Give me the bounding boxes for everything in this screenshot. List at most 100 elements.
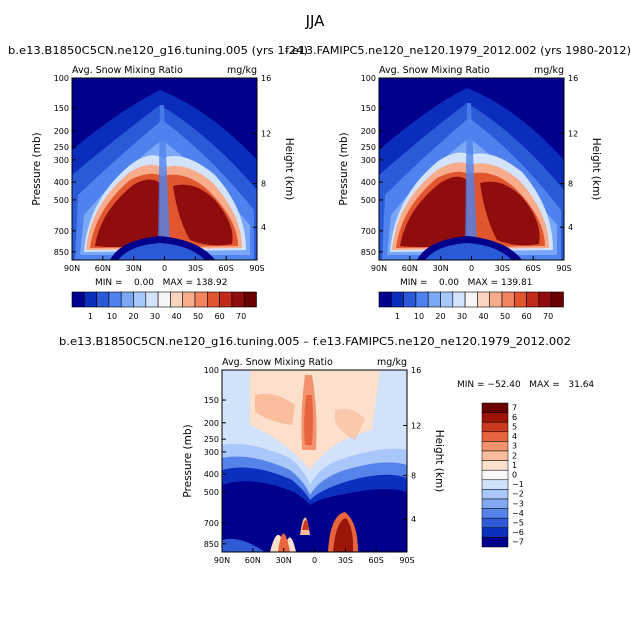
xtick-label: 60N [402,264,418,273]
ytick-label: 250 [361,143,376,152]
colorbar-label: 10 [414,312,424,321]
panel-model-stats: MIN = 0.00 MAX = 138.92 [95,278,227,288]
colorbar-label: 1 [88,312,93,321]
xtick-label: 90N [371,264,387,273]
colorbar-label: 5 [512,423,517,432]
colorbar-swatch [182,291,196,308]
colorbar-swatch [481,498,509,509]
panel-diff-title: b.e13.B1850C5CN.ne120_g16.tuning.005 – f… [59,335,571,348]
colorbar-swatch [481,479,509,490]
colorbar-label: 30 [457,312,467,321]
xtick-label: 90N [214,556,230,565]
xtick-label: 0 [469,264,474,273]
colorbar-swatch [378,291,392,308]
colorbar-swatch [481,537,509,548]
panel-model-ylabel: Pressure (mb) [31,132,43,205]
y2tick-label: 12 [568,130,578,139]
colorbar-swatch [219,291,233,308]
panel-model-contour-field [72,78,257,260]
ytick-label: 300 [54,156,69,165]
colorbar-swatch [481,469,509,481]
colorbar-swatch [481,517,509,529]
colorbar-swatch [415,291,429,308]
colorbar-label: 4 [512,432,517,441]
ytick-label: 100 [361,74,376,83]
y2tick-label: 8 [568,180,573,189]
ytick-label: 150 [54,104,69,113]
colorbar-swatch [71,291,85,308]
colorbar-swatch [477,291,490,308]
colorbar-swatch [133,291,147,308]
colorbar-swatch [84,291,97,308]
colorbar-swatch [481,402,509,413]
xtick-label: 60N [245,556,261,565]
y2tick-label: 16 [261,74,271,83]
colorbar-label: −7 [512,538,524,547]
panel-obs-colorbar: 1 10 20 30 40 50 60 70 [378,291,564,321]
colorbar-swatch [157,291,171,308]
panel-diff-ylabel: Pressure (mb) [182,424,194,497]
colorbar-label: 70 [543,312,553,321]
y2tick-label: 4 [411,515,416,524]
colorbar-swatch [108,291,122,308]
colorbar-label: 2 [512,451,517,460]
colorbar-swatch [481,441,509,452]
colorbar-label: 20 [435,312,445,321]
ytick-label: 250 [204,435,219,444]
colorbar-swatch [550,291,564,308]
xtick-label: 90S [556,264,571,273]
colorbar-swatch [481,489,509,500]
colorbar-swatch [501,291,515,308]
panel-obs-title: f.e13.FAMIPC5.ne120_ne120.1979_2012.002 … [285,44,631,57]
panel-diff-stats: MIN = −52.40 MAX = 31.64 [457,380,594,390]
xtick-label: 30S [338,556,353,565]
ytick-label: 700 [54,227,69,236]
xtick-label: 30N [126,264,142,273]
colorbar-swatch [440,291,454,308]
colorbar-label: −1 [512,480,524,489]
ytick-label: 250 [54,143,69,152]
ytick-label: 200 [204,419,219,428]
panel-obs-yticks: 100 150 200 250 300 400 500 700 850 [361,74,383,257]
colorbar-label: 30 [150,312,160,321]
ytick-label: 850 [361,248,376,257]
y2tick-label: 8 [261,180,266,189]
colorbar-swatch [481,508,509,519]
colorbar-label: 50 [193,312,203,321]
colorbar-label: 70 [236,312,246,321]
colorbar-swatch [207,291,220,308]
colorbar-swatch [194,291,208,308]
panel-diff: b.e13.B1850C5CN.ne120_g16.tuning.005 – f… [59,335,594,565]
ytick-label: 300 [361,156,376,165]
panel-model-colorbar: 1 10 20 30 40 50 60 70 [71,291,257,321]
xtick-label: 30N [276,556,292,565]
ytick-label: 850 [204,540,219,549]
colorbar-label: 6 [512,413,517,422]
ytick-label: 400 [204,470,219,479]
colorbar-label: 40 [171,312,181,321]
y2tick-label: 12 [411,422,421,431]
panel-obs: f.e13.FAMIPC5.ne120_ne120.1979_2012.002 … [285,44,631,321]
ytick-label: 150 [204,396,219,405]
colorbar-label: 0 [512,471,517,480]
colorbar-label: 1 [512,461,517,470]
colorbar-label: 60 [522,312,532,321]
panel-model-units-label: mg/kg [227,65,257,76]
colorbar-swatch [243,291,257,308]
colorbar-swatch [481,412,509,423]
colorbar-label: 3 [512,442,517,451]
colorbar-label: −4 [512,509,524,518]
ytick-label: 200 [54,127,69,136]
y2tick-label: 4 [568,223,573,232]
y2tick-label: 16 [411,366,421,375]
colorbar-swatch [481,527,509,538]
colorbar-swatch [513,291,527,308]
colorbar-swatch [481,460,509,471]
colorbar-swatch [452,291,466,308]
colorbar-label: 50 [500,312,510,321]
xtick-label: 30S [188,264,203,273]
colorbar-swatch [403,291,417,308]
panel-obs-contour-field [379,78,564,260]
colorbar-label: −3 [512,499,524,508]
